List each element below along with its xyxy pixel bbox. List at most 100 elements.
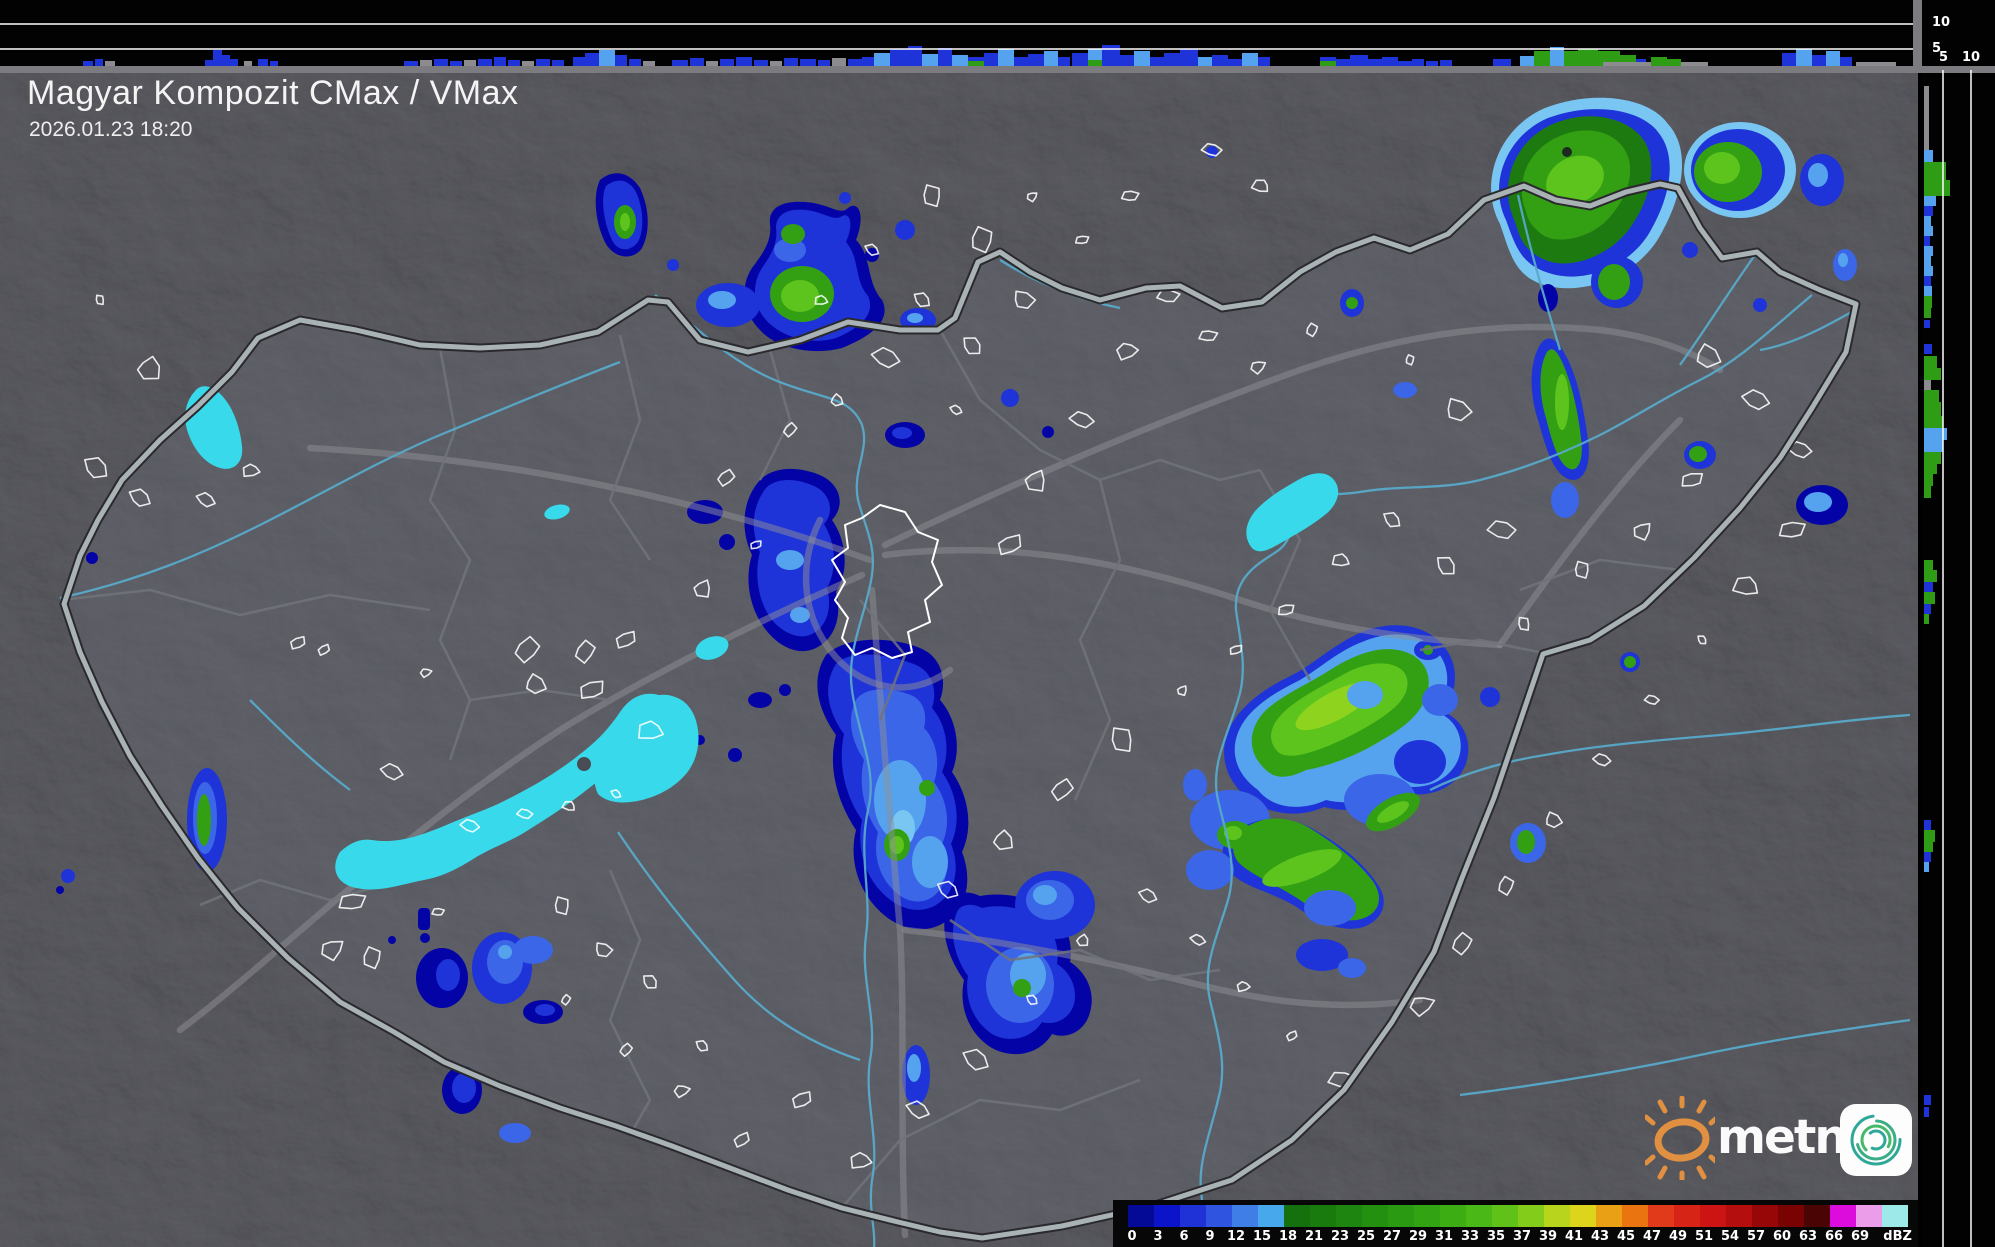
town-outline [525, 673, 548, 695]
right-profile-echo [1924, 820, 1931, 830]
dbz-color-cell [1518, 1205, 1544, 1227]
rivers [59, 194, 1911, 1247]
top-profile-echo [1228, 59, 1242, 66]
town-outline [136, 355, 161, 380]
town-outline [791, 1091, 812, 1109]
dbz-tick-label: 57 [1746, 1229, 1766, 1244]
dbz-tick-label: 12 [1226, 1229, 1246, 1244]
town-outline [1074, 235, 1090, 245]
right-profile-echo [1924, 1107, 1929, 1117]
top-profile-echo [1120, 55, 1134, 66]
dbz-color-cell [1440, 1205, 1466, 1227]
town-outline [1518, 616, 1530, 631]
dbz-tick-label: 31 [1434, 1229, 1454, 1244]
town-outline [1278, 604, 1295, 616]
dbz-tick-label: 45 [1616, 1229, 1636, 1244]
right-profile-echo [1924, 162, 1946, 180]
town-outline [1643, 694, 1660, 706]
town-outline [363, 946, 381, 970]
top-profile-echo [890, 49, 908, 66]
radar-cell-east-streaks [1206, 146, 1848, 525]
right-profile-echoes [1924, 86, 1950, 1117]
small-lake [544, 504, 570, 520]
dbz-color-cell [1128, 1205, 1154, 1227]
top-profile-echo [1796, 49, 1812, 66]
right-profile-echo [1924, 830, 1935, 842]
town-outline [514, 635, 541, 664]
town-outline [717, 468, 736, 487]
dbz-color-cell [1882, 1205, 1908, 1227]
top-profile-echo [464, 60, 476, 66]
top-profile-echo [1840, 57, 1852, 66]
radar-cells-southwest [56, 552, 563, 1143]
top-profile-echo [1534, 51, 1550, 66]
right-profile-echo [1924, 86, 1929, 156]
town-outline [1486, 520, 1517, 540]
town-outline [1120, 190, 1140, 201]
top-profile-echo [205, 60, 213, 66]
top-profile-echo [1620, 55, 1636, 66]
top-profile-echo [420, 60, 432, 66]
right-profile-echo [1924, 390, 1939, 402]
town-outline [338, 893, 367, 910]
town-outline [963, 337, 981, 355]
town-outline [1198, 330, 1219, 342]
dbz-color-cell [1726, 1205, 1752, 1227]
top-profile-echo [1412, 59, 1424, 66]
town-outline [1236, 980, 1251, 993]
town-outline [962, 1048, 989, 1071]
right-profile-echo [1924, 428, 1947, 440]
dbz-color-cell [1388, 1205, 1414, 1227]
dbz-tick-label: 43 [1590, 1229, 1610, 1244]
town-outline [1331, 553, 1350, 567]
town-outline [1306, 322, 1319, 338]
town-outline [515, 808, 534, 820]
dbz-color-cell [1206, 1205, 1232, 1227]
right-profile-echo [1924, 196, 1936, 206]
top-profile-echo [494, 57, 506, 66]
right-profile-echo [1924, 246, 1933, 256]
top-profile-echo [270, 61, 278, 66]
top-profile-echo [1028, 54, 1044, 66]
top-profile-echo [230, 59, 238, 66]
radar-cell-north-center [595, 173, 936, 352]
town-outline [379, 762, 404, 781]
town-outline [1176, 685, 1187, 697]
dbz-tick-label: 25 [1356, 1229, 1376, 1244]
town-outline [1633, 522, 1651, 541]
dbz-tick-label: 41 [1564, 1229, 1584, 1244]
right-profile-echo [1924, 592, 1935, 604]
top-axis-label-5: 5 [1932, 41, 1942, 56]
top-profile-echo [222, 55, 230, 66]
top-profile-echoes [83, 45, 1896, 66]
top-profile-echo [1058, 57, 1070, 66]
right-profile-echo [1924, 570, 1937, 582]
dbz-color-cell [1856, 1205, 1882, 1227]
dbz-color-cell [1414, 1205, 1440, 1227]
town-outline [619, 1042, 634, 1058]
top-profile-echo [832, 58, 846, 66]
top-profile-echo [1242, 53, 1258, 66]
dbz-tick-label: 27 [1382, 1229, 1402, 1244]
dbz-tick-label: 6 [1179, 1229, 1189, 1244]
town-outline [574, 639, 596, 664]
town-outline [695, 1040, 709, 1052]
top-profile-echo [1044, 51, 1058, 66]
dbz-tick-label: 0 [1127, 1229, 1137, 1244]
top-profile-echo [615, 55, 627, 66]
town-outline [693, 579, 711, 598]
top-profile-echo [784, 58, 798, 66]
top-profile-echo [1520, 56, 1534, 66]
town-outline [554, 896, 569, 916]
top-profile-echo [1440, 60, 1452, 66]
dbz-color-cell [1596, 1205, 1622, 1227]
right-profile-echo [1924, 402, 1941, 416]
top-profile-echo [1350, 55, 1368, 66]
town-outline [1200, 142, 1223, 157]
town-outline [1116, 342, 1140, 361]
budapest-outline [831, 504, 943, 659]
town-outline [1409, 997, 1436, 1018]
top-profile-echo [1564, 51, 1578, 66]
top-profile-echo [1150, 57, 1164, 66]
town-outline [431, 907, 446, 916]
